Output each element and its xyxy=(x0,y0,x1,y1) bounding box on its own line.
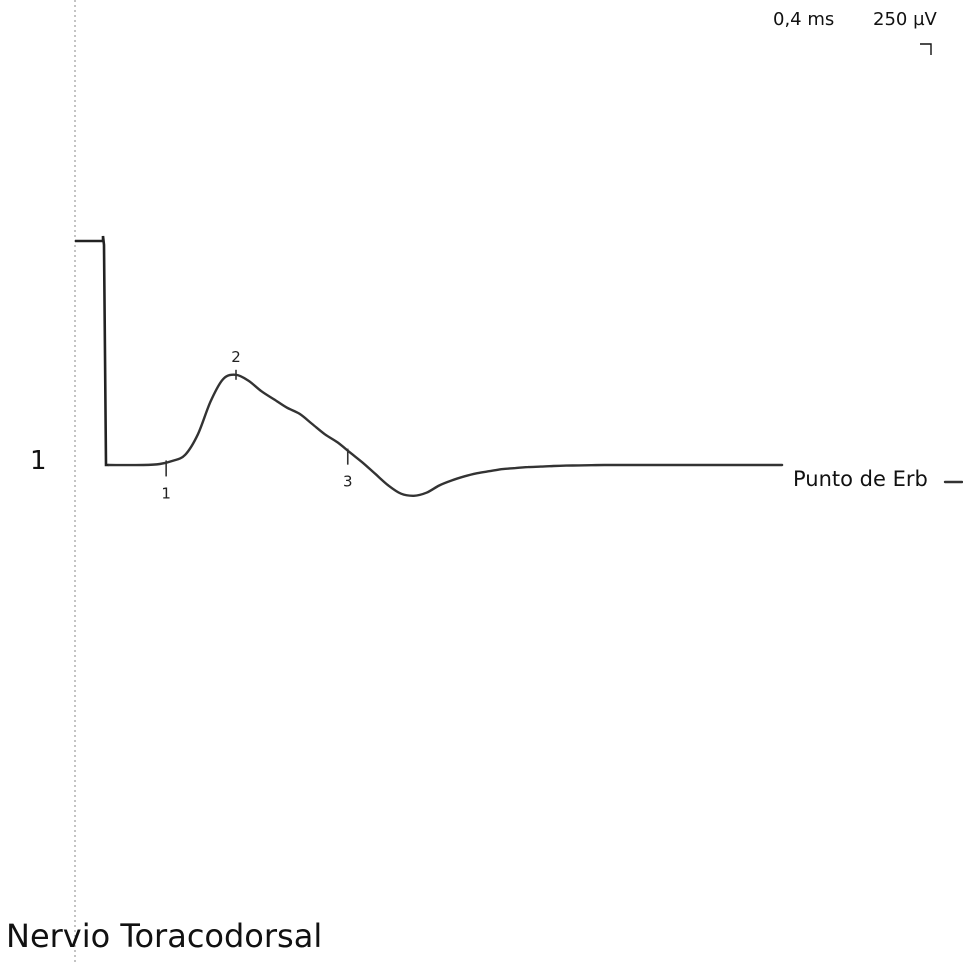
time-scale-label: 0,4 ms xyxy=(773,9,834,30)
marker-label-1: 1 xyxy=(161,484,171,502)
amplitude-scale-label: 250 µV xyxy=(873,9,938,30)
markers-group: 1 2 3 xyxy=(161,348,352,503)
scale-corner-icon xyxy=(920,43,932,55)
trace-label: Punto de Erb xyxy=(793,467,928,491)
stimulus-artifact xyxy=(75,235,109,467)
marker-label-3: 3 xyxy=(343,473,353,491)
waveform-trace xyxy=(107,373,784,498)
channel-number: 1 xyxy=(30,446,47,476)
nerve-title: Nervio Toracodorsal xyxy=(6,917,322,955)
marker-label-2: 2 xyxy=(231,348,241,366)
